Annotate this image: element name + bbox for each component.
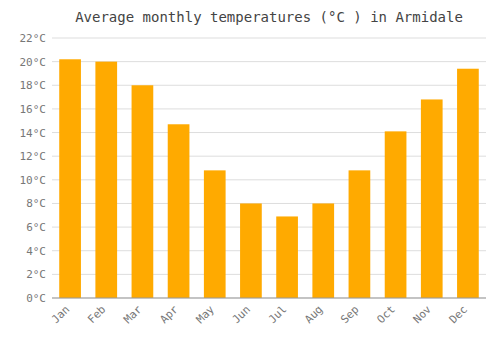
y-tick-label: 14°C <box>20 127 47 140</box>
bar <box>312 203 334 298</box>
y-tick-label: 22°C <box>20 32 47 45</box>
x-tick-label: May <box>194 303 218 327</box>
x-tick-label: Apr <box>157 303 181 327</box>
y-tick-label: 2°C <box>26 268 46 281</box>
bar <box>95 62 117 298</box>
y-tick-label: 6°C <box>26 221 46 234</box>
bars <box>59 59 479 298</box>
bar <box>132 85 154 298</box>
x-tick-label: Sep <box>338 303 361 326</box>
grid <box>52 38 486 298</box>
chart: Average monthly temperatures (°C ) in Ar… <box>0 0 500 350</box>
bar <box>204 170 226 298</box>
y-tick-label: 20°C <box>20 56 47 69</box>
y-tick-label: 8°C <box>26 197 46 210</box>
x-tick-label: Feb <box>85 303 108 326</box>
bar <box>457 69 479 298</box>
grid-line <box>52 298 486 299</box>
bar <box>349 170 371 298</box>
x-tick-label: Dec <box>447 303 470 326</box>
bar <box>385 131 407 298</box>
title: Average monthly temperatures (°C ) in Ar… <box>75 9 463 25</box>
x-tick-label: Jul <box>266 303 289 326</box>
y-tick-label: 16°C <box>20 103 47 116</box>
bar <box>59 59 81 298</box>
x-tick-label: Oct <box>374 303 397 326</box>
bar <box>421 99 443 298</box>
bar <box>276 216 298 298</box>
grid-line <box>52 38 486 39</box>
x-tick-label: Nov <box>411 303 435 327</box>
bar <box>240 203 262 298</box>
y-tick-label: 12°C <box>20 150 47 163</box>
y-tick-label: 4°C <box>26 245 46 258</box>
x-tick-label: Jun <box>230 303 253 326</box>
y-tick-label: 18°C <box>20 79 47 92</box>
x-tick-label: Aug <box>302 303 325 326</box>
bar <box>168 124 190 298</box>
x-tick-label: Mar <box>121 303 145 327</box>
x-tick-label: Jan <box>49 303 72 326</box>
x-axis-line <box>52 298 486 299</box>
y-tick-label: 10°C <box>20 174 47 187</box>
y-tick-label: 0°C <box>26 292 46 305</box>
